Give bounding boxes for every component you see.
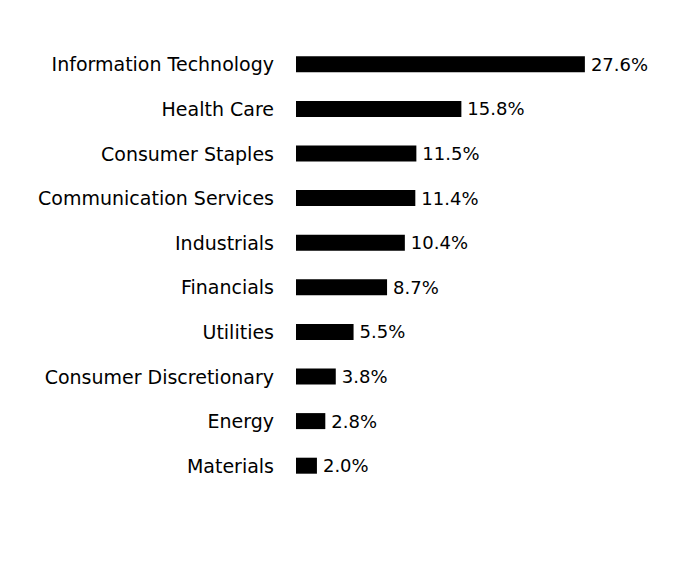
svg-text:11.5%: 11.5% [422, 143, 479, 164]
svg-text:Industrials: Industrials [175, 232, 274, 254]
svg-text:Consumer Staples: Consumer Staples [101, 143, 274, 165]
svg-text:5.5%: 5.5% [360, 321, 406, 342]
svg-text:Utilities: Utilities [202, 321, 274, 343]
svg-text:2.8%: 2.8% [331, 411, 377, 432]
svg-text:Health Care: Health Care [162, 98, 274, 120]
svg-text:11.4%: 11.4% [421, 188, 478, 209]
svg-text:Consumer Discretionary: Consumer Discretionary [45, 366, 274, 388]
svg-text:Communication Services: Communication Services [38, 187, 274, 209]
svg-text:27.6%: 27.6% [591, 54, 648, 75]
svg-text:15.8%: 15.8% [467, 98, 524, 119]
svg-text:10.4%: 10.4% [411, 232, 468, 253]
svg-text:Energy: Energy [207, 410, 274, 432]
svg-text:2.0%: 2.0% [323, 455, 369, 476]
svg-text:Financials: Financials [181, 276, 274, 298]
svg-text:8.7%: 8.7% [393, 277, 439, 298]
svg-text:Information Technology: Information Technology [52, 53, 274, 75]
svg-text:3.8%: 3.8% [342, 366, 388, 387]
svg-text:Materials: Materials [187, 455, 274, 477]
